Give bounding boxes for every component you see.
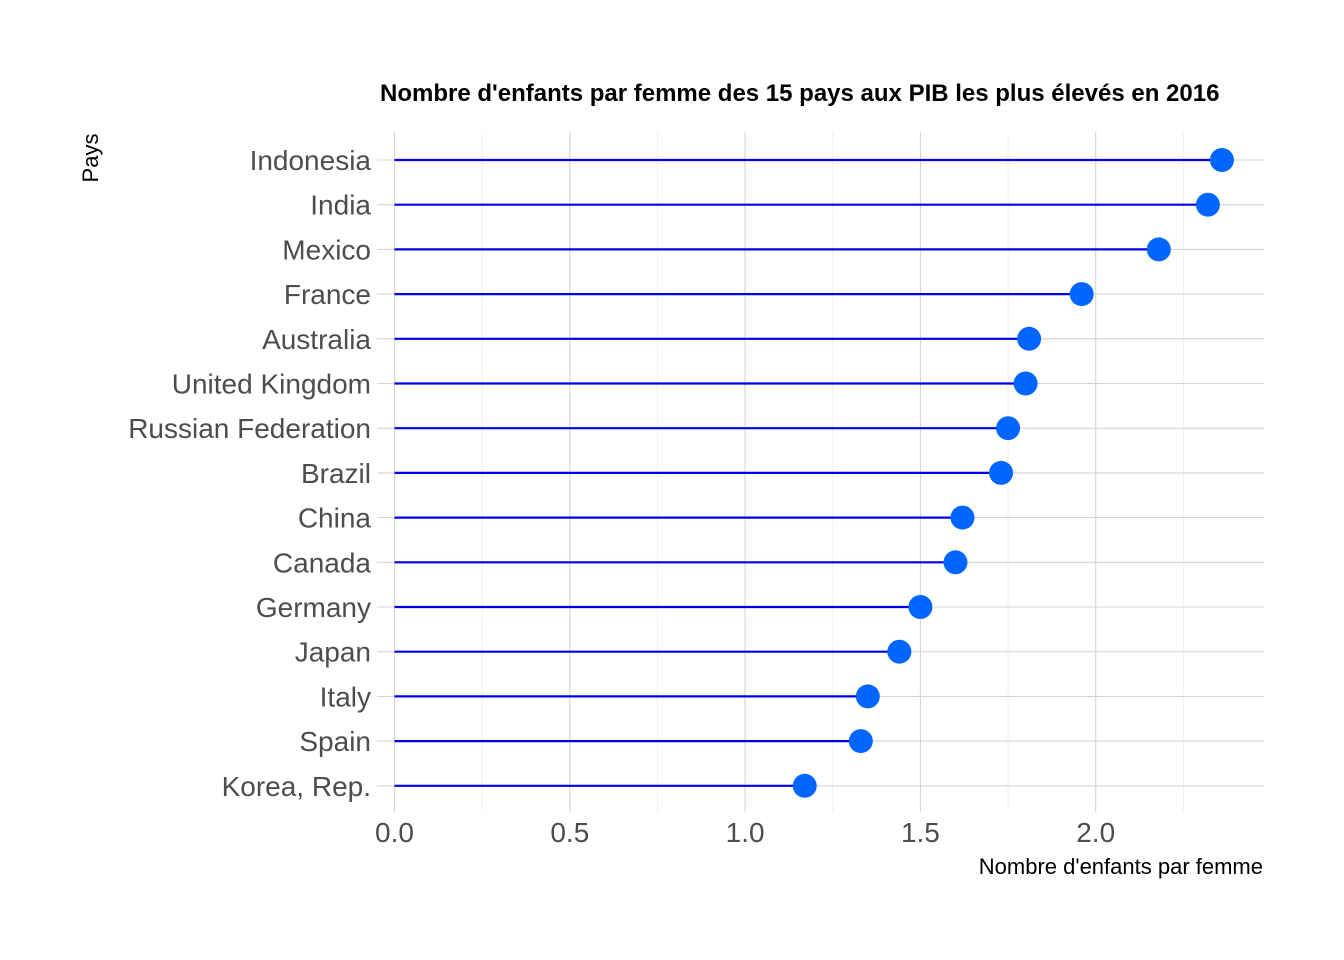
x-tick-label: 0.0	[375, 817, 414, 848]
lollipop-point	[792, 773, 817, 798]
lollipop-point	[996, 416, 1021, 441]
data-marks	[394, 148, 1234, 798]
y-axis-title: Pays	[78, 134, 103, 183]
lollipop-point	[1017, 326, 1042, 351]
category-label: Indonesia	[250, 145, 372, 176]
category-label: France	[284, 279, 371, 310]
lollipop-point	[908, 595, 933, 619]
category-label: Korea, Rep.	[222, 771, 371, 802]
lollipop-point	[887, 639, 912, 664]
category-label: China	[298, 503, 372, 534]
lollipop-point	[1013, 371, 1038, 396]
category-label: India	[310, 190, 371, 221]
lollipop-point	[1195, 192, 1220, 217]
category-label: Mexico	[282, 234, 371, 265]
lollipop-point	[1209, 148, 1234, 172]
category-label: Australia	[262, 324, 371, 355]
x-tick-label: 0.5	[550, 817, 589, 848]
lollipop-point	[855, 684, 880, 709]
lollipop-point	[848, 729, 873, 754]
category-label: Canada	[273, 547, 372, 578]
category-label: Italy	[320, 681, 371, 712]
category-label: Russian Federation	[128, 413, 371, 444]
x-tick-label: 1.0	[726, 817, 765, 848]
x-tick-label: 2.0	[1076, 817, 1115, 848]
chart-title: Nombre d'enfants par femme des 15 pays a…	[380, 80, 1219, 107]
x-axis-title: Nombre d'enfants par femme	[979, 854, 1263, 879]
x-tick-labels: 0.0 0.5 1.0 1.5 2.0	[375, 817, 1115, 848]
category-label: Germany	[256, 592, 371, 623]
lollipop-point	[1146, 237, 1171, 262]
lollipop-point	[1069, 282, 1094, 307]
category-label: Spain	[299, 726, 371, 757]
category-labels: Indonesia India Mexico France Australia Unite…	[128, 145, 371, 802]
category-label: United Kingdom	[172, 369, 371, 400]
lollipop-point	[943, 550, 968, 575]
category-label: Brazil	[301, 458, 371, 489]
category-label: Japan	[295, 637, 371, 668]
x-tick-label: 1.5	[901, 817, 940, 848]
lollipop-point	[950, 505, 975, 530]
lollipop-point	[989, 460, 1014, 485]
